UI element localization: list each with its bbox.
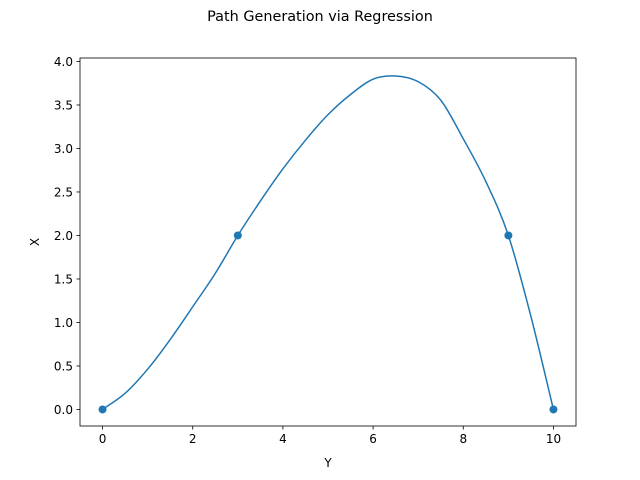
y-axis-label: X <box>28 238 42 246</box>
y-axis: 0.0 0.5 1.0 1.5 2.0 2.5 3.0 3.5 4.0 <box>54 55 80 417</box>
y-tick-label: 2.0 <box>54 229 73 243</box>
y-tick-label: 3.0 <box>54 142 73 156</box>
y-tick-label: 0.5 <box>54 359 73 373</box>
data-points <box>98 231 558 414</box>
x-tick-label: 2 <box>189 432 197 446</box>
data-point <box>98 405 107 414</box>
x-tick-label: 10 <box>546 432 561 446</box>
y-tick-label: 4.0 <box>54 55 73 69</box>
x-axis-label: Y <box>323 456 332 470</box>
regression-curve <box>102 75 555 411</box>
y-tick-label: 1.5 <box>54 272 73 286</box>
y-tick-label: 1.0 <box>54 316 73 330</box>
y-tick-label: 0.0 <box>54 403 73 417</box>
plot-frame <box>79 57 577 427</box>
y-tick-label: 3.5 <box>54 98 73 112</box>
x-axis: 0 2 4 6 8 10 <box>99 426 561 446</box>
data-point <box>233 231 242 240</box>
chart-title: Path Generation via Regression <box>207 9 433 25</box>
x-tick-label: 6 <box>369 432 377 446</box>
x-tick-label: 8 <box>459 432 467 446</box>
x-tick-label: 4 <box>279 432 287 446</box>
data-point <box>549 405 558 414</box>
data-point <box>504 231 513 240</box>
x-tick-label: 0 <box>99 432 107 446</box>
y-tick-label: 2.5 <box>54 185 73 199</box>
